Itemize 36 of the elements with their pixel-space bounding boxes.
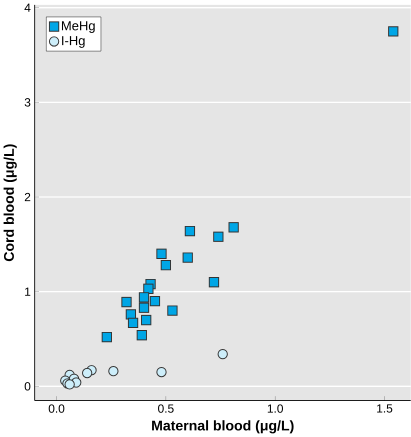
- point: [156, 366, 166, 378]
- point: [208, 277, 219, 288]
- point: [184, 226, 195, 236]
- y-tick-label: 4: [24, 4, 30, 12]
- x-axis-title: Maternal blood (μg/L): [152, 420, 294, 434]
- point: [167, 305, 178, 316]
- point: [182, 252, 193, 263]
- x-tick-label: 0.5: [158, 404, 174, 413]
- x-tick-label: 0.0: [48, 404, 64, 413]
- y-tick-label: 1: [24, 288, 30, 296]
- point: [140, 314, 152, 326]
- point: [213, 232, 224, 242]
- point: [160, 260, 171, 270]
- x-tick-label: 1.5: [376, 404, 392, 413]
- point: [101, 332, 112, 342]
- y-tick-label: 2: [24, 192, 30, 202]
- point: [388, 26, 398, 37]
- x-tick-label: 1.0: [268, 404, 283, 413]
- point: [128, 318, 138, 328]
- point: [150, 296, 160, 306]
- point: [108, 366, 118, 376]
- legend-label: MeHg: [62, 21, 95, 33]
- point: [82, 368, 92, 378]
- point: [121, 296, 132, 308]
- y-tick-label: 3: [24, 98, 30, 107]
- legend-label: I-Hg: [62, 36, 84, 48]
- point: [228, 222, 239, 232]
- point: [217, 348, 228, 360]
- y-tick-label: 0: [24, 382, 30, 391]
- point: [126, 309, 136, 320]
- point: [136, 330, 147, 340]
- point: [143, 284, 154, 294]
- point: [138, 292, 149, 302]
- y-axis-title: Cord blood (μg/L): [3, 144, 17, 262]
- point: [138, 302, 149, 313]
- point: [156, 248, 166, 259]
